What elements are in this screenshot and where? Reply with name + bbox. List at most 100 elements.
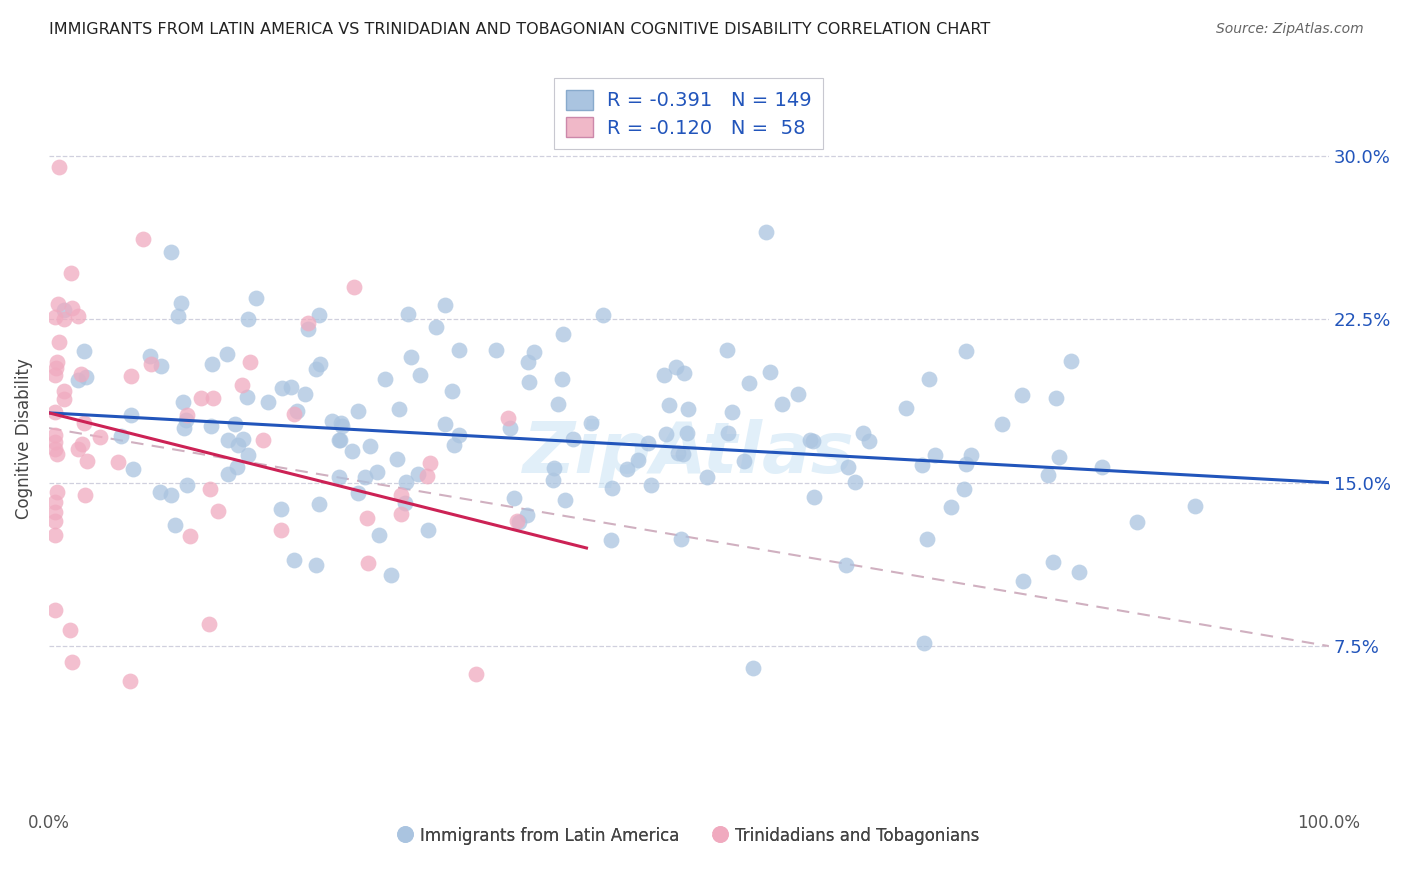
Point (359, 439, 381, 453)
Point (207, 504, 229, 518)
Point (120, 408, 142, 422)
Point (270, 523, 292, 537)
Point (399, 350, 422, 364)
Point (198, 617, 221, 632)
Point (121, 462, 143, 476)
Point (858, 434, 880, 449)
Point (772, 397, 794, 411)
Point (89, 430, 111, 444)
Point (354, 470, 377, 484)
Text: Source: ZipAtlas.com: Source: ZipAtlas.com (1216, 22, 1364, 37)
Point (48, 335, 70, 350)
Point (110, 429, 132, 443)
Point (506, 515, 529, 529)
Point (120, 369, 142, 384)
Point (257, 395, 280, 409)
Point (508, 515, 530, 529)
Point (416, 468, 439, 483)
Point (787, 387, 810, 401)
Point (1067, 565, 1090, 579)
Point (305, 558, 328, 572)
Point (658, 398, 681, 412)
Point (44, 427, 66, 442)
Point (592, 308, 614, 322)
Point (76, 454, 98, 468)
Point (44, 505, 66, 519)
Point (75, 487, 97, 501)
Text: ZipAtlas: ZipAtlas (523, 419, 855, 488)
Point (835, 558, 858, 572)
Point (232, 432, 254, 446)
Point (231, 377, 253, 392)
Point (665, 360, 688, 375)
Point (149, 484, 172, 499)
Point (46, 296, 69, 310)
Point (52, 302, 75, 317)
Point (73, 344, 96, 359)
Point (655, 427, 678, 442)
Point (911, 458, 934, 472)
Point (955, 458, 977, 472)
Point (496, 410, 519, 425)
Point (389, 488, 412, 502)
Point (844, 475, 866, 489)
Point (44, 528, 66, 542)
Point (179, 528, 201, 542)
Point (443, 438, 465, 452)
Point (952, 482, 974, 496)
Point (579, 416, 602, 430)
Point (44, 603, 66, 617)
Point (652, 368, 675, 383)
Point (44, 442, 66, 456)
Point (696, 470, 718, 484)
Point (440, 384, 463, 398)
Point (434, 417, 457, 431)
Point (425, 320, 447, 334)
Point (1011, 574, 1033, 589)
Point (280, 380, 302, 394)
Y-axis label: Cognitive Disability: Cognitive Disability (15, 359, 32, 519)
Point (297, 316, 319, 330)
Point (238, 311, 260, 326)
Point (346, 404, 368, 418)
Point (554, 493, 576, 508)
Point (73, 416, 96, 430)
Point (270, 381, 292, 395)
Point (627, 453, 650, 467)
Point (330, 418, 353, 433)
Point (174, 413, 197, 427)
Point (139, 357, 162, 371)
Point (852, 425, 875, 440)
Point (738, 376, 761, 390)
Point (67, 373, 90, 387)
Point (799, 433, 821, 447)
Legend: Immigrants from Latin America, Trinidadians and Tobagonians: Immigrants from Latin America, Trinidadi… (391, 819, 987, 853)
Point (409, 368, 432, 382)
Point (283, 408, 305, 422)
Point (522, 345, 544, 359)
Point (202, 391, 225, 405)
Point (201, 357, 224, 371)
Point (1038, 468, 1060, 483)
Point (517, 375, 540, 389)
Point (131, 231, 153, 245)
Point (60, 301, 83, 316)
Point (238, 448, 260, 462)
Point (305, 362, 328, 376)
Point (449, 343, 471, 357)
Point (666, 446, 689, 460)
Point (672, 366, 695, 380)
Point (357, 556, 380, 570)
Point (672, 447, 695, 461)
Point (343, 280, 366, 294)
Point (406, 467, 429, 482)
Point (551, 372, 574, 386)
Point (107, 455, 129, 469)
Point (1091, 460, 1114, 475)
Point (44, 435, 66, 450)
Point (44, 310, 66, 324)
Point (176, 478, 198, 492)
Point (150, 359, 173, 373)
Point (366, 465, 388, 479)
Point (553, 326, 575, 341)
